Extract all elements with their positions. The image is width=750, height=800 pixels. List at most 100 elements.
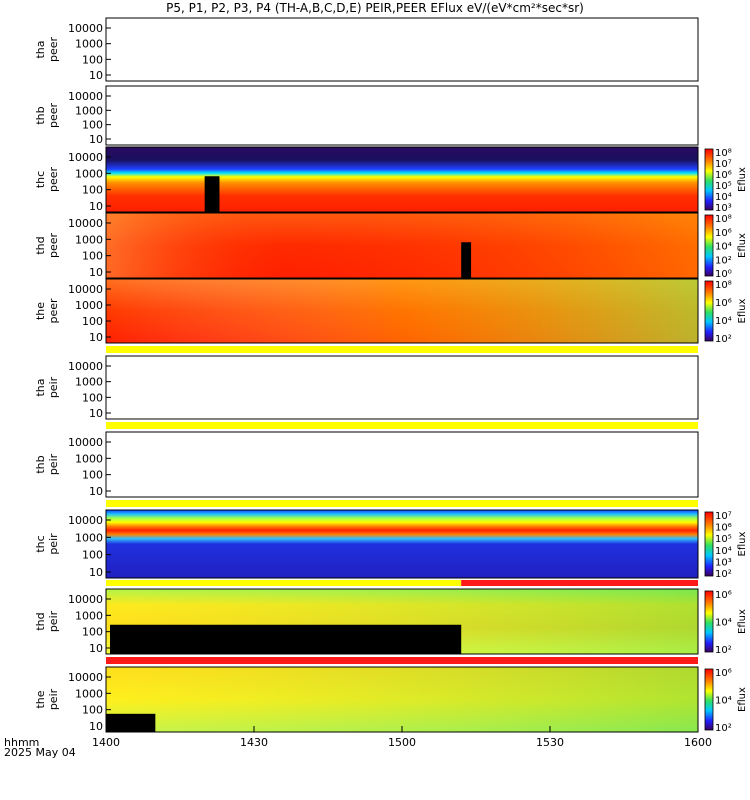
ytick-label-thc-peer-3: 10000 — [68, 151, 103, 164]
ytick-label-thd-peer-1: 100 — [82, 250, 103, 263]
frame-thb-peir — [105, 431, 699, 498]
dropout-thc-peer-0 — [204, 176, 220, 212]
colorbar-tick-thc-peir-4: 10³ — [715, 557, 732, 568]
colorbar-tick-the-peer-0: 10⁸ — [715, 280, 732, 291]
colorbar-tick-the-peer-2: 10⁴ — [715, 316, 732, 327]
colorbar-label-the-peer: Eflux — [737, 298, 748, 323]
ylabel-thc-peir-probe: thc — [34, 535, 47, 552]
xtick-label-4: 1600 — [684, 736, 712, 749]
ytick-label-thb-peir-3: 10000 — [68, 436, 103, 449]
colorbar-tick-thd-peer-3: 10² — [715, 255, 732, 266]
xtick-label-3: 1530 — [536, 736, 564, 749]
colorbar-tick-thd-peir-0: 10⁶ — [715, 590, 732, 601]
ytick-label-thb-peer-1: 100 — [82, 119, 103, 132]
colorbar-tick-thd-peir-1: 10⁴ — [715, 618, 732, 629]
ylabel-tha-peir-product: peir — [47, 376, 60, 398]
ytick-label-tha-peir-2: 1000 — [75, 376, 103, 389]
spectrogram-thc-peir-layer-0 — [106, 510, 698, 578]
ylabel-the-peir-probe: the — [34, 690, 47, 708]
colorbar-tick-thd-peer-1: 10⁶ — [715, 228, 732, 239]
ylabel-thc-peer-probe: thc — [34, 171, 47, 188]
ylabel-thd-peir-probe: thd — [34, 612, 47, 630]
ytick-label-tha-peir-1: 100 — [82, 391, 103, 404]
frame-tha-peer — [105, 17, 699, 82]
ytick-label-thb-peir-2: 1000 — [75, 452, 103, 465]
ylabel-tha-peer-probe: tha — [34, 40, 47, 58]
colorbar-label-thc-peer: Eflux — [737, 167, 748, 192]
time-axis-date: 2025 May 04 — [4, 746, 76, 759]
ytick-label-the-peer-0: 10 — [89, 331, 103, 344]
ytick-label-thd-peir-3: 10000 — [68, 593, 103, 606]
ytick-label-thc-peir-2: 1000 — [75, 531, 103, 544]
ylabel-tha-peir-probe: tha — [34, 378, 47, 396]
panel-the-peer: 10⁸ 10⁶ 10⁴ 10² Eflux 10 100 1000 10000 the peer — [34, 278, 748, 345]
dropout-the-peir — [106, 713, 156, 732]
ylabel-thd-peer-probe: thd — [34, 236, 47, 254]
spectrogram-the-peer-layer-1 — [106, 279, 698, 343]
ytick-label-tha-peir-0: 10 — [89, 407, 103, 420]
status-bar-3 — [106, 500, 698, 507]
ytick-label-thd-peir-0: 10 — [89, 642, 103, 655]
time-axis-unit: hhmm — [4, 736, 40, 749]
ytick-label-thc-peir-3: 10000 — [68, 514, 103, 527]
panel-tha-peer: 10 100 1000 10000 tha peer — [34, 17, 699, 82]
dropout-thd-peer-0 — [461, 242, 472, 278]
xtick-label-1: 1430 — [240, 736, 268, 749]
ytick-label-thb-peir-1: 100 — [82, 469, 103, 482]
colorbar-tick-thc-peir-2: 10⁵ — [715, 534, 732, 545]
status-bar-4-left — [106, 580, 462, 586]
status-bar-5 — [106, 657, 698, 664]
spectrogram-thc-peer-layer-0 — [106, 147, 698, 212]
xtick-label-2: 1500 — [388, 736, 416, 749]
ytick-label-the-peir-1: 100 — [82, 704, 103, 717]
ytick-label-thb-peer-2: 1000 — [75, 104, 103, 117]
status-bar-4-right — [461, 580, 698, 586]
colorbar-tick-thd-peir-2: 10² — [715, 645, 732, 656]
colorbar-tick-the-peir-2: 10² — [715, 723, 732, 734]
colorbar-tick-thc-peer-4: 10⁴ — [715, 192, 732, 203]
ytick-label-tha-peir-3: 10000 — [68, 360, 103, 373]
colorbar-tick-thc-peer-5: 10³ — [715, 203, 732, 214]
ytick-label-thc-peer-1: 100 — [82, 184, 103, 197]
colorbar-tick-thc-peir-1: 10⁶ — [715, 523, 732, 534]
colorbar-thd-peir — [704, 590, 714, 653]
colorbar-tick-thc-peir-3: 10⁴ — [715, 546, 732, 557]
colorbar-the-peir — [704, 668, 714, 731]
ytick-label-thc-peir-0: 10 — [89, 566, 103, 579]
frame-thc-peer — [105, 146, 699, 213]
panel-thd-peer: 10⁸ 10⁶ 10⁴ 10² 10⁰ Eflux 10 100 1000 10000 thd pee… — [34, 212, 748, 280]
colorbar-tick-the-peir-1: 10⁴ — [715, 696, 732, 707]
panel-tha-peir: 10 100 1000 10000 tha peir — [34, 355, 699, 420]
ylabel-the-peir-product: peir — [47, 688, 60, 710]
colorbar-tick-the-peer-3: 10² — [715, 334, 732, 345]
frame-thc-peir — [105, 509, 699, 579]
frame-thb-peer — [105, 85, 699, 146]
colorbar-thc-peir — [704, 511, 714, 577]
ytick-label-the-peer-1: 100 — [82, 315, 103, 328]
ylabel-thd-peer-product: peer — [47, 233, 60, 259]
ytick-label-thc-peir-1: 100 — [82, 549, 103, 562]
colorbar-tick-thc-peir-5: 10² — [715, 569, 732, 580]
colorbar-label-thc-peir: Eflux — [737, 531, 748, 556]
ylabel-the-peer-probe: the — [34, 302, 47, 320]
ytick-label-thd-peer-0: 10 — [89, 266, 103, 279]
colorbar-tick-thc-peer-0: 10⁸ — [715, 148, 732, 159]
colorbar-label-thd-peir: Eflux — [737, 609, 748, 634]
frame-tha-peir — [105, 355, 699, 420]
colorbar-thd-peer — [704, 214, 714, 277]
colorbar-tick-thc-peer-1: 10⁷ — [715, 159, 732, 170]
ytick-label-tha-peer-2: 1000 — [75, 38, 103, 51]
frame-the-peer — [105, 278, 699, 344]
colorbar-label-thd-peer: Eflux — [737, 233, 748, 258]
ylabel-thc-peir-product: peir — [47, 533, 60, 555]
colorbar-tick-the-peir-0: 10⁶ — [715, 668, 732, 679]
ytick-label-thd-peir-2: 1000 — [75, 609, 103, 622]
colorbar-tick-the-peer-1: 10⁶ — [715, 298, 732, 309]
ytick-label-the-peir-3: 10000 — [68, 671, 103, 684]
ylabel-thb-peir-product: peir — [47, 453, 60, 475]
colorbar-the-peer — [704, 280, 714, 342]
ytick-label-thd-peir-1: 100 — [82, 626, 103, 639]
